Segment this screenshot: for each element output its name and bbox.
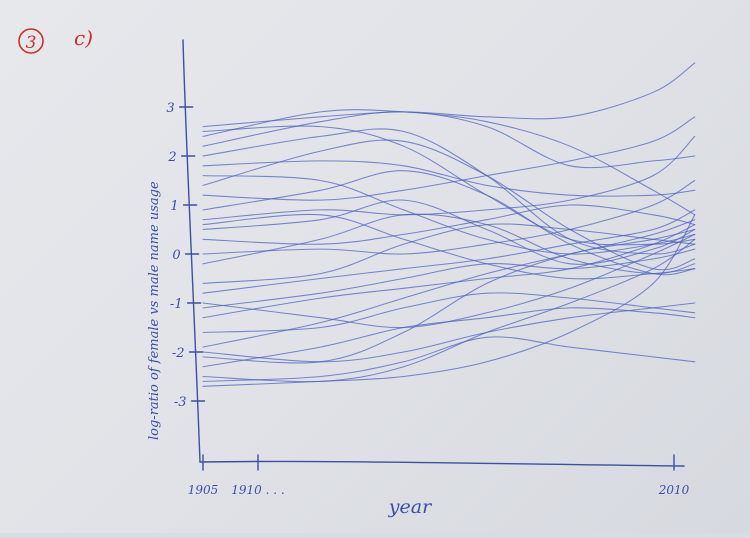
series-curve-8 xyxy=(202,170,696,276)
series-curve-14 xyxy=(202,223,696,284)
problem-number-circle xyxy=(18,28,44,54)
y-axis-line xyxy=(182,39,201,463)
x-axis-label: year xyxy=(388,496,433,518)
y-tick-label: -3 xyxy=(174,395,187,410)
series-curves xyxy=(202,62,696,387)
series-curve-11 xyxy=(202,204,696,245)
series-curve-16 xyxy=(202,248,696,309)
series-curve-25 xyxy=(202,302,696,363)
series-curve-18 xyxy=(202,292,696,333)
y-axis-label: log-ratio of female vs male name usage xyxy=(147,181,162,440)
y-tick-label: 0 xyxy=(172,248,180,263)
series-curve-17 xyxy=(202,224,696,319)
series-curve-24 xyxy=(202,214,696,387)
x-tick-label: 2010 xyxy=(658,483,690,497)
series-curve-10 xyxy=(202,199,696,265)
x-axis-line xyxy=(199,460,685,467)
y-tick-label: -2 xyxy=(172,346,185,361)
series-curve-1 xyxy=(202,62,696,128)
series-curve-7 xyxy=(202,116,696,201)
problem-part-label: c) xyxy=(74,26,93,50)
y-tick-label: -1 xyxy=(170,297,183,312)
series-curve-2 xyxy=(202,109,696,216)
series-curve-27 xyxy=(202,213,696,280)
series-curve-13 xyxy=(202,213,696,275)
series-curve-5 xyxy=(202,160,696,197)
series-curve-29 xyxy=(202,125,696,246)
series-curve-23 xyxy=(202,336,696,382)
series-curve-12 xyxy=(202,179,696,255)
series-curve-9 xyxy=(202,135,696,221)
series-curve-3 xyxy=(202,111,696,169)
y-tick-label: 1 xyxy=(170,199,178,214)
series-curve-26 xyxy=(202,233,696,329)
series-curve-15 xyxy=(202,209,696,294)
y-tick-group: 3 2 1 0 -1 -2 -3 xyxy=(166,101,206,410)
series-curve-19 xyxy=(202,219,696,348)
x-tick-group: 1905 1910 . . . 2010 xyxy=(188,454,690,497)
x-tick-label: 1910 . . . xyxy=(231,483,284,497)
y-tick-label: 3 xyxy=(166,101,174,116)
y-tick-label: 2 xyxy=(167,150,176,165)
problem-number: 3 xyxy=(26,33,37,53)
series-curve-6 xyxy=(202,139,696,271)
series-curve-21 xyxy=(202,307,696,368)
x-tick-label: 1905 xyxy=(188,483,219,497)
series-curve-28 xyxy=(202,175,696,255)
